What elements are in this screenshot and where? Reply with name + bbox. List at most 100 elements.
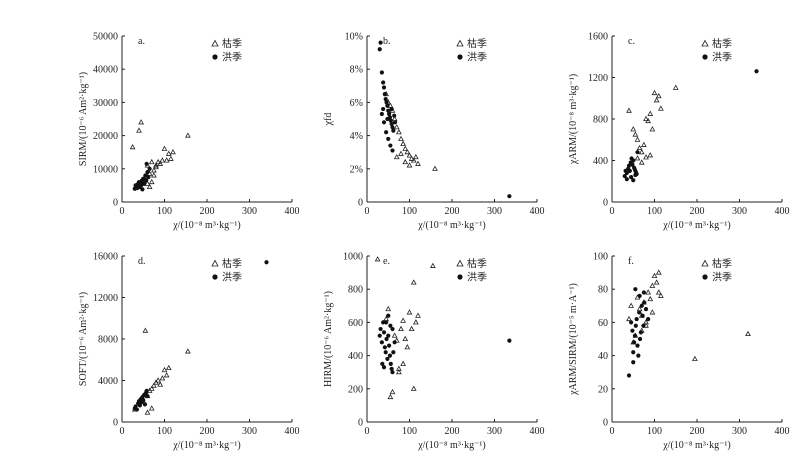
x-tick-label: 300 — [487, 206, 502, 217]
dry-season-point — [395, 365, 402, 371]
flood-season-point — [381, 85, 387, 90]
flood-season-point — [637, 336, 643, 342]
y-tick-label: 20000 — [93, 131, 118, 142]
flood-season-point — [145, 393, 150, 399]
flood-season-point — [639, 303, 644, 308]
y-tick-label: 100 — [593, 252, 608, 263]
y-tick-label: 4000 — [98, 376, 118, 387]
dry-season-point — [402, 145, 409, 151]
dry-season-point — [647, 295, 654, 302]
flood-season-point — [633, 323, 638, 328]
dry-season-point — [385, 305, 392, 312]
dry-season-point — [167, 155, 174, 161]
legend-triangle-icon — [701, 259, 709, 267]
dry-season-point — [129, 143, 136, 150]
x-tick-label: 0 — [365, 206, 370, 217]
legend-flood-label: 洪季 — [467, 272, 487, 284]
x-tick-label: 400 — [530, 426, 545, 437]
dry-season-point — [657, 292, 664, 298]
x-tick-label: 200 — [200, 426, 215, 437]
flood-season-point — [388, 118, 393, 123]
panel-a: 0 100 200 300 400 0 10000 20000 30000 40000 50000 a… — [78, 32, 300, 232]
legend-triangle-icon — [456, 39, 464, 47]
dry-season-point — [745, 330, 751, 337]
flood-season-point — [140, 187, 145, 192]
flood-season-point — [641, 290, 646, 295]
y-tick-label: 30000 — [93, 98, 118, 109]
dry-season-point — [640, 141, 647, 147]
x-tick-label: 100 — [647, 426, 662, 437]
y-tick-label: 10% — [345, 32, 363, 43]
y-tick-label: 2% — [350, 164, 363, 175]
dry-season-point — [636, 144, 643, 151]
x-tick-label: 0 — [365, 426, 370, 437]
x-tick-label: 100 — [157, 426, 172, 437]
flood-season-point — [391, 128, 396, 133]
flood-season-point — [388, 143, 393, 148]
y-tick-label: 1600 — [588, 32, 608, 43]
y-tick-label: 0 — [603, 418, 608, 429]
flood-season-point — [142, 177, 147, 182]
dry-season-point — [634, 155, 641, 161]
dry-season-point — [395, 129, 402, 135]
y-tick-label: 600 — [348, 318, 363, 329]
y-axis-label: HIRM/(10⁻⁶ Am²·kg⁻¹) — [323, 291, 334, 387]
y-tick-label: 0 — [113, 198, 118, 209]
flood-season-point — [387, 353, 393, 358]
x-tick-label: 100 — [647, 206, 662, 217]
dry-season-point — [649, 309, 656, 315]
dry-season-point — [148, 405, 155, 411]
y-tick-label: 20 — [598, 384, 608, 395]
dry-season-point — [148, 158, 155, 165]
dry-season-point — [408, 325, 415, 332]
flood-season-point — [381, 330, 387, 335]
x-tick-label: 400 — [530, 206, 545, 217]
dry-season-point — [142, 327, 149, 333]
y-tick-label: 40000 — [93, 65, 118, 76]
dry-season-point — [406, 162, 413, 168]
flood-season-point — [631, 158, 636, 163]
flood-season-point — [384, 100, 389, 105]
flood-season-point — [385, 116, 390, 122]
legend-flood-label: 洪季 — [712, 272, 732, 284]
dry-season-point — [406, 152, 413, 158]
flood-season-point — [390, 326, 395, 332]
dry-season-point — [410, 279, 417, 285]
flood-season-point — [146, 175, 151, 180]
flood-season-point — [385, 103, 390, 108]
dry-season-point — [157, 381, 164, 387]
flood-season-point — [381, 120, 387, 125]
flood-season-point — [638, 330, 644, 335]
flood-season-point — [622, 173, 627, 179]
flood-season-point — [138, 180, 143, 185]
dry-season-point — [395, 368, 402, 375]
flood-season-point — [144, 388, 149, 393]
x-tick-label: 400 — [285, 426, 300, 437]
dry-season-point — [161, 366, 168, 373]
x-tick-label: 200 — [690, 426, 705, 437]
dry-season-point — [400, 360, 407, 366]
flood-season-point — [382, 345, 387, 350]
dry-season-point — [628, 302, 635, 308]
panel-c: 0 100 200 300 400 0 400 800 1200 1600 c. χ/(10⁻⁸ m³… — [568, 32, 790, 232]
flood-season-point — [635, 150, 640, 155]
flood-season-point — [145, 170, 150, 175]
flood-season-point — [389, 121, 394, 127]
flood-season-point — [381, 80, 386, 85]
dry-season-point — [651, 272, 658, 278]
panel-label: f. — [628, 256, 634, 267]
legend-dot-icon — [702, 274, 708, 280]
y-tick-label: 0 — [358, 418, 363, 429]
dry-season-point — [165, 150, 172, 156]
x-axis-label: χ/(10⁻⁸ m³·kg⁻¹) — [417, 440, 486, 451]
x-axis-label: χ/(10⁻⁸ m³·kg⁻¹) — [417, 220, 486, 231]
flood-season-point — [626, 163, 632, 168]
dry-season-point — [184, 132, 191, 138]
dry-season-point — [647, 110, 654, 116]
legend-dry-label: 枯季 — [467, 37, 487, 50]
x-tick-label: 300 — [242, 426, 257, 437]
flood-season-point — [390, 148, 395, 153]
flood-season-point — [392, 113, 397, 118]
x-tick-label: 400 — [775, 206, 790, 217]
